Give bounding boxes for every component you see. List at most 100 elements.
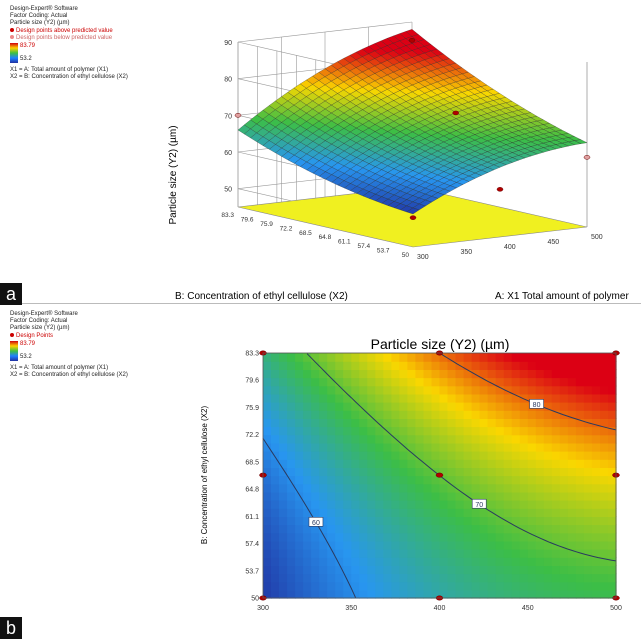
contour-cell <box>359 540 368 550</box>
contour-cell <box>527 557 537 566</box>
contour-cell <box>608 549 617 558</box>
contour-cell <box>439 426 449 436</box>
contour-cell <box>359 361 368 370</box>
contour-cell <box>415 549 424 558</box>
contour-cell <box>559 557 569 566</box>
contour-line <box>439 352 617 431</box>
contour-cell <box>455 442 465 452</box>
contour-cell <box>319 475 328 485</box>
contour-cell <box>383 565 392 575</box>
contour-cell <box>495 426 505 436</box>
contour-cell <box>271 426 280 436</box>
contour-cell <box>471 516 481 526</box>
contour-title: Particle size (Y2) (µm) <box>371 336 510 352</box>
contour-cell <box>600 393 609 403</box>
contour-cell <box>359 377 368 387</box>
contour-cell <box>271 565 280 575</box>
contour-cell <box>271 459 280 468</box>
contour-cell <box>471 532 481 542</box>
contour-cell <box>608 377 617 387</box>
y-tick-label: 57.4 <box>245 541 259 548</box>
contour-cell <box>455 467 465 477</box>
contour-cell <box>559 434 569 444</box>
contour-cell <box>399 442 408 452</box>
contour-cell <box>543 426 553 436</box>
contour-cell <box>367 377 376 387</box>
contour-cell <box>263 508 272 517</box>
contour-cell <box>455 565 465 575</box>
contour-cell <box>479 557 489 566</box>
contour-cell <box>455 385 465 395</box>
contour-cell <box>487 500 497 509</box>
contour-cell <box>479 442 489 452</box>
contour-cell <box>471 475 481 485</box>
contour-cell <box>495 385 505 395</box>
contour-cell <box>575 500 585 509</box>
contour-cell <box>407 442 416 452</box>
contour-cell <box>543 581 553 591</box>
contour-cell <box>439 483 449 493</box>
contour-cell <box>263 418 272 428</box>
contour-cell <box>351 508 360 517</box>
contour-cell <box>263 475 272 485</box>
contour-cell <box>279 410 288 419</box>
contour-cell <box>351 459 360 468</box>
contour-cell <box>511 532 521 542</box>
contour-cell <box>319 451 328 460</box>
contour-cell <box>591 557 601 566</box>
contour-cell <box>575 434 585 444</box>
contour-cell <box>271 500 280 509</box>
contour-label-box <box>471 498 487 509</box>
contour-cell <box>391 516 400 526</box>
design-points <box>234 38 591 220</box>
contour-cell <box>271 410 280 419</box>
contour-cell <box>263 385 272 395</box>
contour-cell <box>287 524 296 534</box>
contour-cell <box>511 402 521 411</box>
contour-cell <box>391 459 400 468</box>
contour-cell <box>543 353 553 362</box>
contour-cell <box>495 516 505 526</box>
contour-cell <box>551 459 561 468</box>
contour-cell <box>415 516 424 526</box>
contour-cell <box>279 500 288 509</box>
contour-cell <box>511 573 521 583</box>
contour-cell <box>447 516 457 526</box>
contour-cell <box>327 491 336 501</box>
contour-cell <box>351 565 360 575</box>
contour-cell <box>535 442 545 452</box>
contour-cell <box>543 369 553 379</box>
contour-cell <box>471 483 481 493</box>
contour-cell <box>600 402 609 411</box>
contour-cell <box>311 385 320 395</box>
contour-cell <box>383 589 392 599</box>
contour-cell <box>319 557 328 566</box>
contour-cell <box>351 402 360 411</box>
contour-cell <box>551 426 561 436</box>
contour-cell <box>335 442 344 452</box>
contour-cell <box>391 532 400 542</box>
contour-cell <box>527 434 537 444</box>
contour-cell <box>287 467 296 477</box>
contour-cell <box>391 353 400 362</box>
contour-cell <box>495 524 505 534</box>
contour-cell <box>335 581 344 591</box>
factor2-label: X2 = B: Concentration of ethyl cellulose… <box>10 74 128 81</box>
contour-cell <box>351 581 360 591</box>
contour-cell <box>559 442 569 452</box>
software-label: Design-Expert® Software <box>10 311 78 317</box>
contour-cell <box>608 475 617 485</box>
contour-cell <box>263 426 272 436</box>
contour-cell <box>311 581 320 591</box>
contour-cell <box>287 557 296 566</box>
contour-cell <box>303 459 312 468</box>
contour-cell <box>351 516 360 526</box>
contour-cell <box>319 540 328 550</box>
contour-cell <box>287 442 296 452</box>
contour-cell <box>455 573 465 583</box>
contour-cell <box>303 589 312 599</box>
contour-cell <box>367 565 376 575</box>
contour-cell <box>575 581 585 591</box>
contour-cell <box>263 369 272 379</box>
contour-cell <box>447 467 457 477</box>
